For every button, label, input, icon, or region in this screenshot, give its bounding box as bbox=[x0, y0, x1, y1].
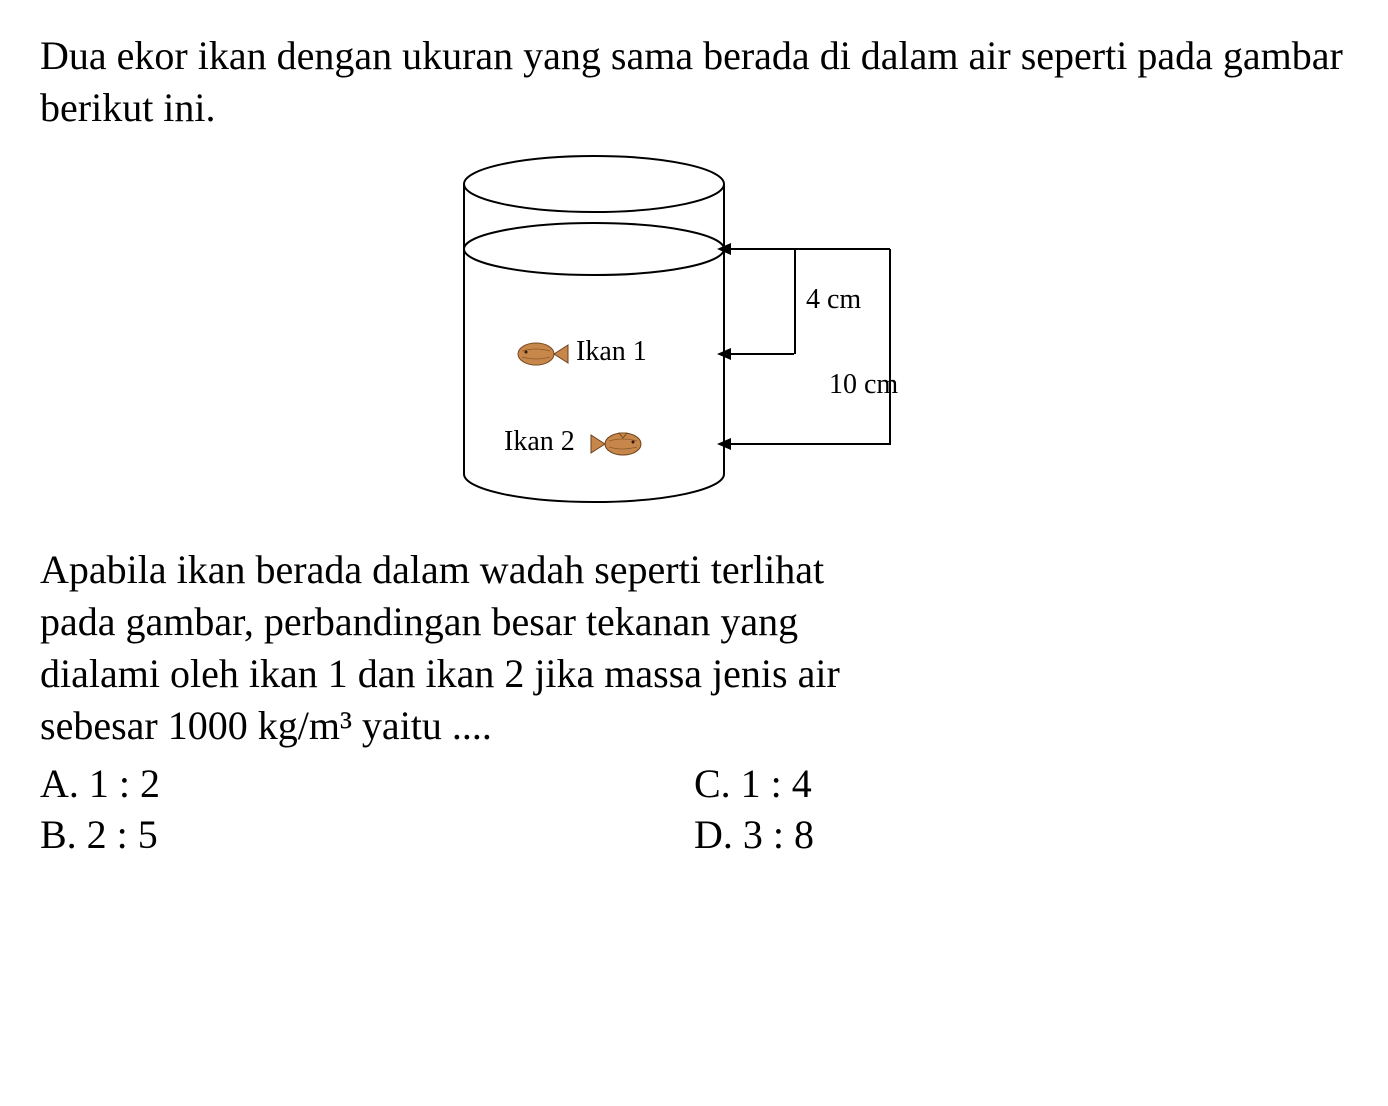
fish-1 bbox=[514, 339, 564, 365]
diagram-container: Ikan 1 Ikan 2 4 cm bbox=[40, 154, 1348, 514]
arrow-head-top bbox=[717, 243, 731, 255]
option-d: D. 3 : 8 bbox=[694, 811, 1348, 858]
depth-4cm-label: 4 cm bbox=[806, 284, 861, 316]
measurement-line-10cm-vertical bbox=[889, 249, 891, 444]
measurement-line-top bbox=[729, 248, 794, 250]
question-prompt: Apabila ikan berada dalam wadah seperti … bbox=[40, 544, 1348, 752]
measurement-line-fish1 bbox=[729, 353, 794, 355]
question-intro: Dua ekor ikan dengan ukuran yang sama be… bbox=[40, 30, 1348, 134]
arrow-head-fish1 bbox=[717, 348, 731, 360]
measurement-connector-top bbox=[794, 248, 890, 250]
arrow-head-fish2 bbox=[717, 438, 731, 450]
measurement-line-4cm-vertical bbox=[794, 249, 796, 354]
option-b: B. 2 : 5 bbox=[40, 811, 694, 858]
prompt-line-2: pada gambar, perbandingan besar tekanan … bbox=[40, 596, 1348, 648]
fish-2 bbox=[589, 429, 639, 455]
prompt-line-4: sebesar 1000 kg/m³ yaitu .... bbox=[40, 700, 1348, 752]
option-c: C. 1 : 4 bbox=[694, 760, 1348, 807]
prompt-line-3: dialami oleh ikan 1 dan ikan 2 jika mass… bbox=[40, 648, 1348, 700]
answer-options: A. 1 : 2 B. 2 : 5 C. 1 : 4 D. 3 : 8 bbox=[40, 760, 1348, 862]
fish-1-label: Ikan 1 bbox=[576, 336, 647, 368]
measurement-line-fish2 bbox=[729, 443, 891, 445]
fish-2-label: Ikan 2 bbox=[504, 426, 575, 458]
depth-10cm-label: 10 cm bbox=[829, 369, 898, 401]
fish-tank-diagram: Ikan 1 Ikan 2 4 cm bbox=[394, 154, 994, 514]
prompt-line-1: Apabila ikan berada dalam wadah seperti … bbox=[40, 544, 1348, 596]
option-a: A. 1 : 2 bbox=[40, 760, 694, 807]
